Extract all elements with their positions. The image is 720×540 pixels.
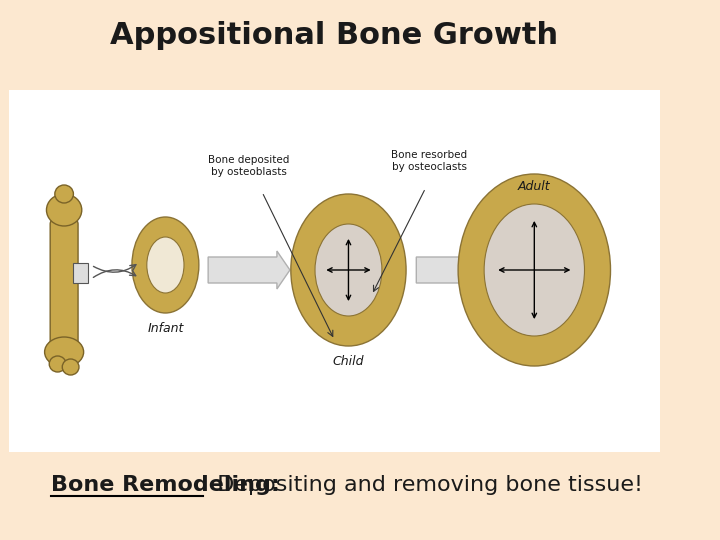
FancyArrow shape xyxy=(208,251,290,289)
Ellipse shape xyxy=(45,337,84,367)
FancyBboxPatch shape xyxy=(50,220,78,356)
FancyBboxPatch shape xyxy=(9,90,660,452)
FancyArrow shape xyxy=(416,251,498,289)
Text: Bone resorbed
by osteoclasts: Bone resorbed by osteoclasts xyxy=(391,151,467,172)
Ellipse shape xyxy=(484,204,585,336)
Ellipse shape xyxy=(62,359,79,375)
Ellipse shape xyxy=(49,356,66,372)
Text: Adult: Adult xyxy=(518,180,551,193)
Ellipse shape xyxy=(132,217,199,313)
Ellipse shape xyxy=(55,185,73,203)
Text: Bone Remodeling:: Bone Remodeling: xyxy=(51,475,280,495)
Ellipse shape xyxy=(458,174,611,366)
FancyBboxPatch shape xyxy=(73,263,89,283)
Ellipse shape xyxy=(291,194,406,346)
Text: Infant: Infant xyxy=(147,322,184,335)
Ellipse shape xyxy=(47,194,82,226)
Text: Depositing and removing bone tissue!: Depositing and removing bone tissue! xyxy=(202,475,642,495)
Ellipse shape xyxy=(147,237,184,293)
Text: Appositional Bone Growth: Appositional Bone Growth xyxy=(110,21,559,50)
Text: Bone deposited
by osteoblasts: Bone deposited by osteoblasts xyxy=(208,156,289,177)
Text: Child: Child xyxy=(333,355,364,368)
Ellipse shape xyxy=(315,224,382,316)
